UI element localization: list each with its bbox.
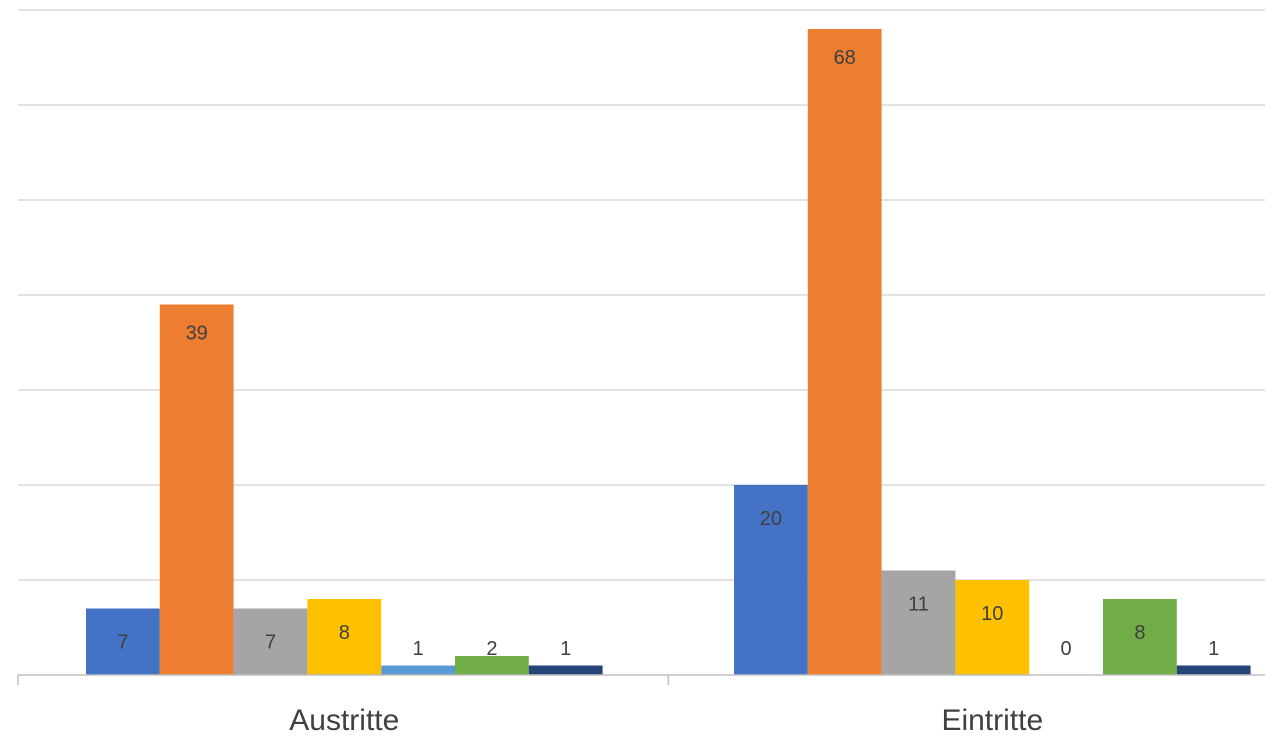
data-label: 2 [486, 638, 497, 660]
bar [381, 665, 455, 675]
bar [307, 599, 382, 675]
bar [233, 608, 308, 675]
data-label: 7 [265, 632, 276, 654]
bar [1176, 665, 1251, 675]
data-label: 1 [560, 638, 571, 660]
bar [159, 304, 234, 675]
bar [1103, 599, 1177, 675]
data-label: 20 [760, 508, 782, 530]
data-label: 7 [117, 632, 128, 654]
value-labels: 7 39 7 8 1 2 1 20 68 11 10 0 8 1 [117, 47, 1219, 660]
bar [807, 29, 882, 675]
x-axis [17, 674, 1265, 685]
bar [528, 665, 603, 675]
data-label: 8 [339, 622, 350, 644]
bar [881, 570, 956, 675]
data-label: 10 [981, 603, 1003, 625]
bar [86, 608, 160, 675]
bar [455, 656, 529, 675]
data-label: 68 [834, 47, 856, 69]
data-label: 8 [1134, 622, 1145, 644]
bars [86, 29, 1251, 675]
category-labels: Austritte Eintritte [289, 704, 1043, 736]
data-label: 11 [908, 594, 929, 616]
bar [734, 485, 808, 675]
category-label: Austritte [289, 704, 399, 736]
data-label: 1 [413, 638, 424, 660]
data-label: 0 [1061, 638, 1072, 660]
data-label: 39 [186, 323, 208, 345]
bar [955, 580, 1030, 675]
category-label: Eintritte [941, 704, 1043, 736]
data-label: 1 [1208, 638, 1219, 660]
